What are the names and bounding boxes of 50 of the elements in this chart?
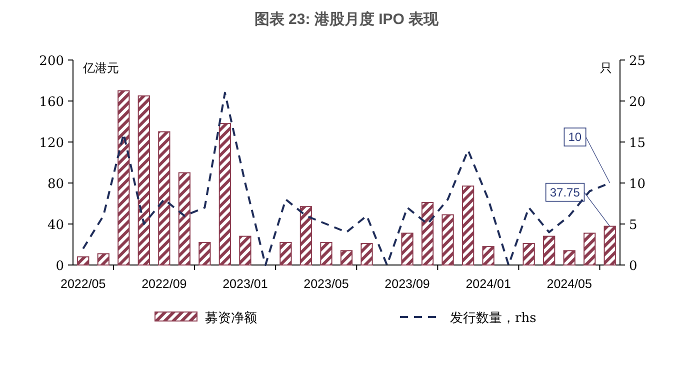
- bar: [320, 242, 332, 266]
- bar: [118, 90, 130, 266]
- bar: [604, 226, 616, 266]
- bar: [340, 250, 353, 266]
- x-tick-label: 2022/05: [60, 277, 106, 291]
- y2-axis-title: 只: [600, 61, 612, 75]
- bar: [239, 236, 252, 266]
- bar: [401, 232, 414, 266]
- data-label: 37.75: [550, 185, 580, 200]
- x-tick-label: 2024/05: [546, 277, 592, 291]
- y-tick-label: 160: [39, 95, 64, 110]
- y-tick-label: 0: [56, 259, 64, 274]
- bar: [178, 172, 190, 266]
- bar: [198, 242, 211, 266]
- x-tick-label: 2022/09: [142, 277, 187, 291]
- y-tick-label: 80: [47, 177, 64, 192]
- bar: [462, 186, 474, 266]
- x-tick-label: 2023/09: [384, 277, 430, 291]
- bar: [543, 236, 556, 266]
- bar: [442, 214, 454, 266]
- y2-tick-label: 25: [629, 54, 646, 69]
- bar: [421, 202, 434, 266]
- x-tick-label: 2023/05: [304, 277, 349, 291]
- x-tick-label: 2023/01: [222, 277, 268, 291]
- bar: [218, 123, 232, 266]
- y-axis-title: 亿港元: [82, 61, 119, 75]
- bar: [584, 232, 596, 266]
- bar: [563, 250, 576, 266]
- x-tick-label: 2024/01: [466, 277, 511, 291]
- y2-tick-label: 15: [629, 136, 646, 151]
- bar: [280, 242, 292, 266]
- bar: [360, 242, 373, 266]
- bar: [97, 253, 110, 266]
- y2-tick-label: 10: [629, 177, 646, 192]
- legend-label: 募资净额: [205, 311, 257, 326]
- bar: [300, 206, 312, 266]
- y2-tick-label: 5: [629, 218, 638, 233]
- y-tick-label: 120: [39, 136, 64, 151]
- legend-label: 发行数量，rhs: [450, 311, 536, 326]
- bar: [158, 131, 170, 266]
- data-label: 10: [568, 130, 582, 144]
- y-tick-label: 40: [47, 218, 64, 233]
- chart-title: 图表 23: 港股月度 IPO 表现: [254, 10, 440, 28]
- y2-tick-label: 0: [629, 259, 638, 274]
- y2-tick-label: 20: [629, 95, 646, 110]
- bar: [138, 95, 150, 266]
- bar: [522, 242, 535, 266]
- y-tick-label: 200: [39, 54, 64, 69]
- bar: [482, 246, 494, 266]
- bar: [77, 256, 90, 266]
